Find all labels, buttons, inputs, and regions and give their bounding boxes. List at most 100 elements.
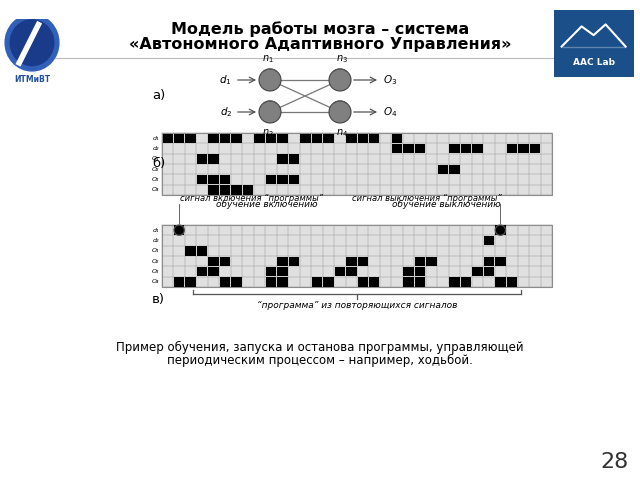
- Circle shape: [329, 101, 351, 123]
- Bar: [449, 277, 460, 287]
- Text: O₃: O₃: [152, 177, 159, 182]
- Bar: [197, 175, 207, 184]
- Circle shape: [10, 20, 54, 66]
- Text: $d_1$: $d_1$: [220, 73, 232, 87]
- Bar: [289, 256, 299, 266]
- Bar: [289, 175, 299, 184]
- Text: $O_3$: $O_3$: [383, 73, 397, 87]
- Bar: [163, 133, 173, 143]
- Bar: [174, 226, 184, 235]
- Text: обучение включению: обучение включению: [216, 200, 318, 209]
- Bar: [300, 133, 310, 143]
- Bar: [426, 256, 436, 266]
- Bar: [289, 154, 299, 164]
- Text: O₄: O₄: [152, 187, 159, 192]
- Text: d₁: d₁: [152, 228, 159, 233]
- Bar: [495, 277, 506, 287]
- Bar: [231, 277, 242, 287]
- Text: O₁: O₁: [152, 248, 159, 253]
- Bar: [369, 133, 380, 143]
- Bar: [518, 144, 529, 153]
- Bar: [358, 133, 368, 143]
- Text: O₄: O₄: [152, 279, 159, 284]
- Text: $n_4$: $n_4$: [336, 127, 348, 139]
- Circle shape: [329, 69, 351, 91]
- Bar: [220, 133, 230, 143]
- Bar: [266, 133, 276, 143]
- Bar: [358, 277, 368, 287]
- Text: d₂: d₂: [152, 238, 159, 243]
- Text: сигнал выключения “программы”: сигнал выключения “программы”: [353, 194, 502, 203]
- Text: обучение выключению: обучение выключению: [392, 200, 501, 209]
- Bar: [449, 165, 460, 174]
- Bar: [358, 256, 368, 266]
- Bar: [323, 277, 333, 287]
- Bar: [484, 236, 494, 245]
- Bar: [472, 144, 483, 153]
- Bar: [312, 133, 322, 143]
- Bar: [403, 267, 414, 276]
- Bar: [243, 185, 253, 194]
- Text: O₂: O₂: [152, 167, 159, 172]
- Bar: [277, 256, 287, 266]
- Text: AAC Lab: AAC Lab: [573, 58, 614, 67]
- Text: ИТМиВТ: ИТМиВТ: [14, 75, 50, 84]
- Bar: [266, 267, 276, 276]
- Text: d₁: d₁: [152, 136, 159, 141]
- Bar: [209, 154, 219, 164]
- Text: б): б): [152, 157, 165, 170]
- Bar: [484, 267, 494, 276]
- Text: “программа” из повторяющихся сигналов: “программа” из повторяющихся сигналов: [257, 301, 457, 310]
- Bar: [220, 185, 230, 194]
- Text: O₂: O₂: [152, 259, 159, 264]
- Circle shape: [5, 14, 59, 71]
- Bar: [266, 277, 276, 287]
- Bar: [174, 277, 184, 287]
- Bar: [231, 185, 242, 194]
- Bar: [209, 175, 219, 184]
- Bar: [277, 277, 287, 287]
- Text: $n_1$: $n_1$: [262, 53, 274, 65]
- Bar: [507, 277, 517, 287]
- Text: 28: 28: [601, 452, 629, 472]
- Bar: [254, 133, 265, 143]
- Bar: [529, 144, 540, 153]
- Bar: [186, 246, 196, 255]
- Bar: [507, 144, 517, 153]
- Text: Модель работы мозга – система: Модель работы мозга – система: [171, 21, 469, 37]
- Bar: [449, 144, 460, 153]
- Bar: [209, 185, 219, 194]
- Bar: [220, 175, 230, 184]
- Bar: [495, 226, 506, 235]
- Bar: [472, 267, 483, 276]
- Bar: [335, 267, 345, 276]
- Bar: [461, 277, 471, 287]
- Bar: [197, 267, 207, 276]
- Text: O₃: O₃: [152, 269, 159, 274]
- Circle shape: [259, 69, 281, 91]
- Bar: [174, 133, 184, 143]
- Bar: [323, 133, 333, 143]
- Bar: [186, 133, 196, 143]
- Bar: [209, 256, 219, 266]
- Bar: [415, 144, 426, 153]
- Text: сигнал включения “программы”: сигнал включения “программы”: [180, 194, 323, 203]
- Text: $d_2$: $d_2$: [220, 105, 232, 119]
- Bar: [162, 133, 552, 195]
- Bar: [346, 256, 356, 266]
- Bar: [392, 133, 403, 143]
- Bar: [209, 267, 219, 276]
- Bar: [220, 277, 230, 287]
- Bar: [197, 246, 207, 255]
- Bar: [277, 154, 287, 164]
- Text: $n_3$: $n_3$: [336, 53, 348, 65]
- Bar: [438, 165, 448, 174]
- Text: периодическим процессом – например, ходьбой.: периодическим процессом – например, ходь…: [167, 353, 473, 367]
- Text: $n_2$: $n_2$: [262, 127, 274, 139]
- Bar: [403, 144, 414, 153]
- Text: «Автономного Адаптивного Управления»: «Автономного Адаптивного Управления»: [129, 37, 511, 52]
- Bar: [403, 277, 414, 287]
- Text: O₁: O₁: [152, 156, 159, 161]
- Bar: [346, 133, 356, 143]
- Text: Пример обучения, запуска и останова программы, управляющей: Пример обучения, запуска и останова прог…: [116, 340, 524, 354]
